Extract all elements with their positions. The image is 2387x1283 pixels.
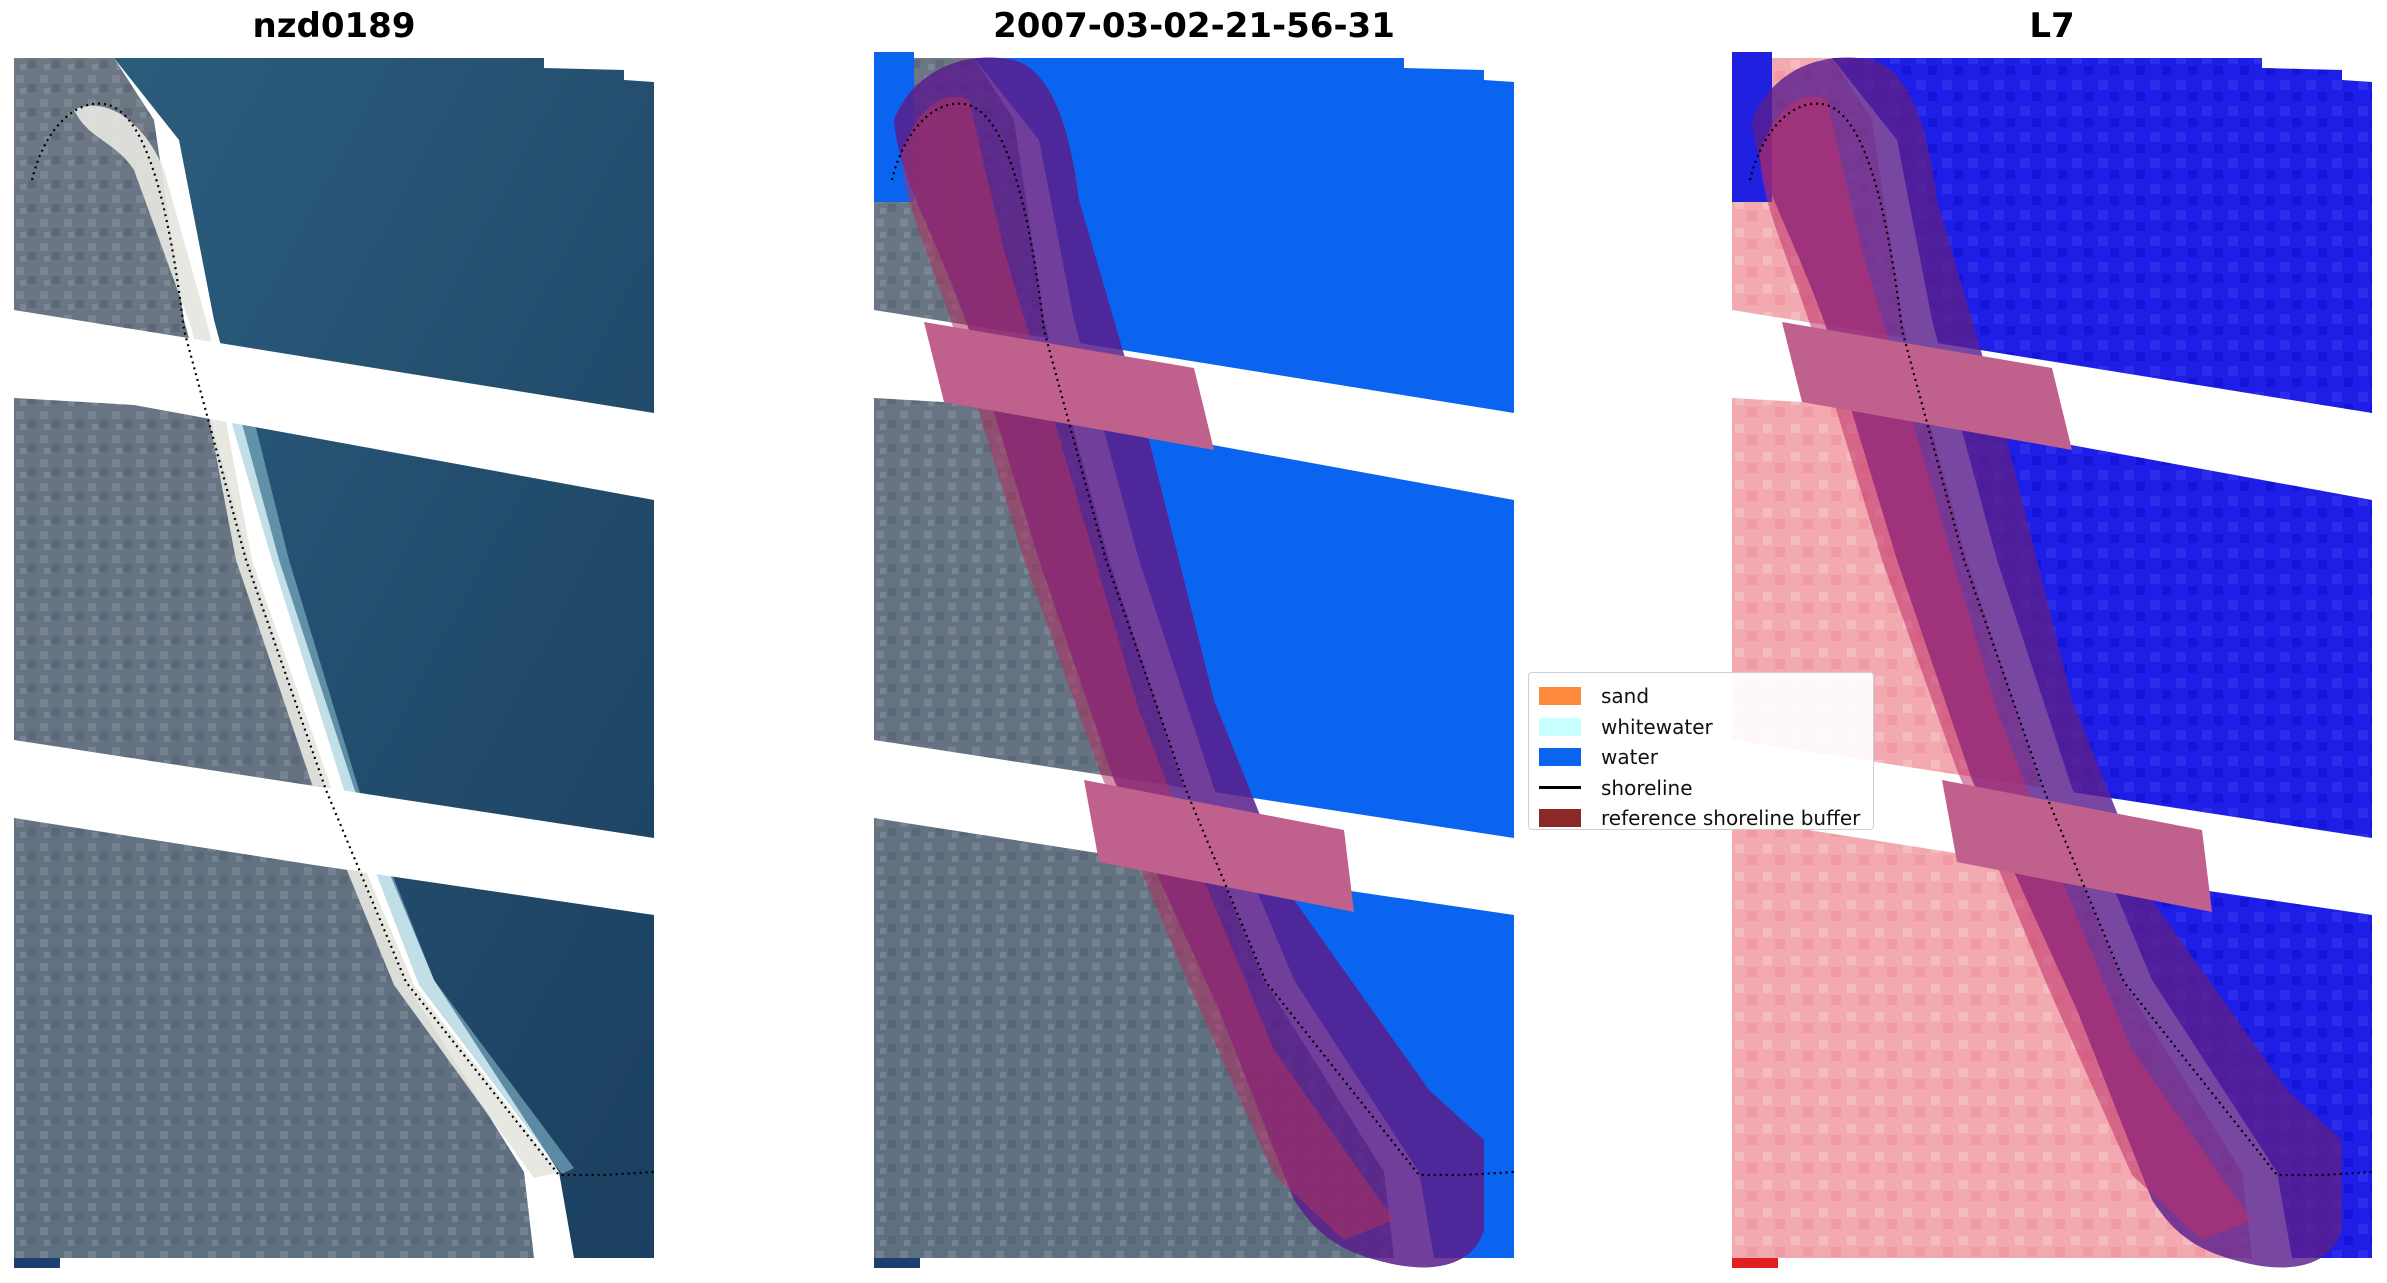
legend: sand whitewater water shoreline referenc… bbox=[1528, 672, 1874, 830]
panel-title-classified: 2007-03-02-21-56-31 bbox=[993, 6, 1395, 46]
panel-title-rgb: nzd0189 bbox=[252, 6, 416, 46]
shoreline-dotted-classified bbox=[890, 102, 1515, 1177]
legend-item-whitewater: whitewater bbox=[1539, 712, 1863, 743]
panel-title-index: L7 bbox=[2029, 6, 2075, 46]
legend-item-water: water bbox=[1539, 742, 1863, 773]
legend-item-sand: sand bbox=[1539, 681, 1863, 712]
legend-item-shoreline: shoreline bbox=[1539, 773, 1863, 804]
water-swatch-icon bbox=[1539, 748, 1581, 767]
panel-classified bbox=[874, 52, 1515, 1268]
legend-item-reference-buffer: reference shoreline buffer bbox=[1539, 803, 1863, 834]
panel-index bbox=[1732, 52, 2373, 1268]
whitewater-swatch-icon bbox=[1539, 717, 1581, 736]
shoreline-dotted-index bbox=[1748, 102, 2373, 1177]
sand-swatch-icon bbox=[1539, 687, 1581, 706]
shoreline-line-icon bbox=[1539, 786, 1581, 790]
panel-rgb bbox=[14, 58, 655, 1268]
buffer-swatch-icon bbox=[1539, 809, 1581, 828]
shoreline-dotted bbox=[30, 102, 655, 1177]
